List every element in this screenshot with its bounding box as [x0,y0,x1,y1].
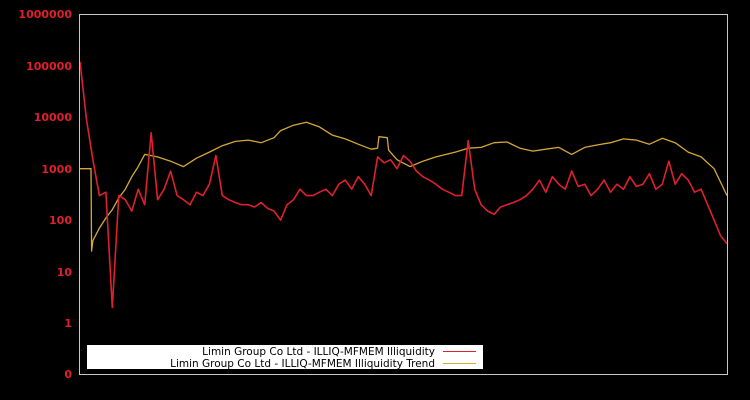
series-line-illiquidity [79,61,728,309]
y-tick-label: 100000 [26,60,72,73]
legend: Limin Group Co Ltd - ILLIQ-MFMEM Illiqui… [87,345,483,370]
legend-label-illiquidity: Limin Group Co Ltd - ILLIQ-MFMEM Illiqui… [202,346,435,358]
y-tick-label: 0 [64,368,72,381]
y-tick-label: 10 [57,266,73,279]
y-tick-label: 1000000 [18,8,72,21]
plot-frame [79,14,728,375]
series-line-illiquidity-trend [80,121,728,252]
legend-box [87,345,483,369]
y-tick-label: 1 [64,317,72,330]
y-tick-label: 1000 [41,163,72,176]
y-tick-label: 10000 [34,111,73,124]
y-tick-label: 100 [49,214,72,227]
legend-label-illiquidity-trend: Limin Group Co Ltd - ILLIQ-MFMEM Illiqui… [170,358,435,370]
plot-series [79,61,728,309]
y-axis-tick-labels: 1000000 100000 10000 1000 100 10 1 0 [18,8,72,381]
